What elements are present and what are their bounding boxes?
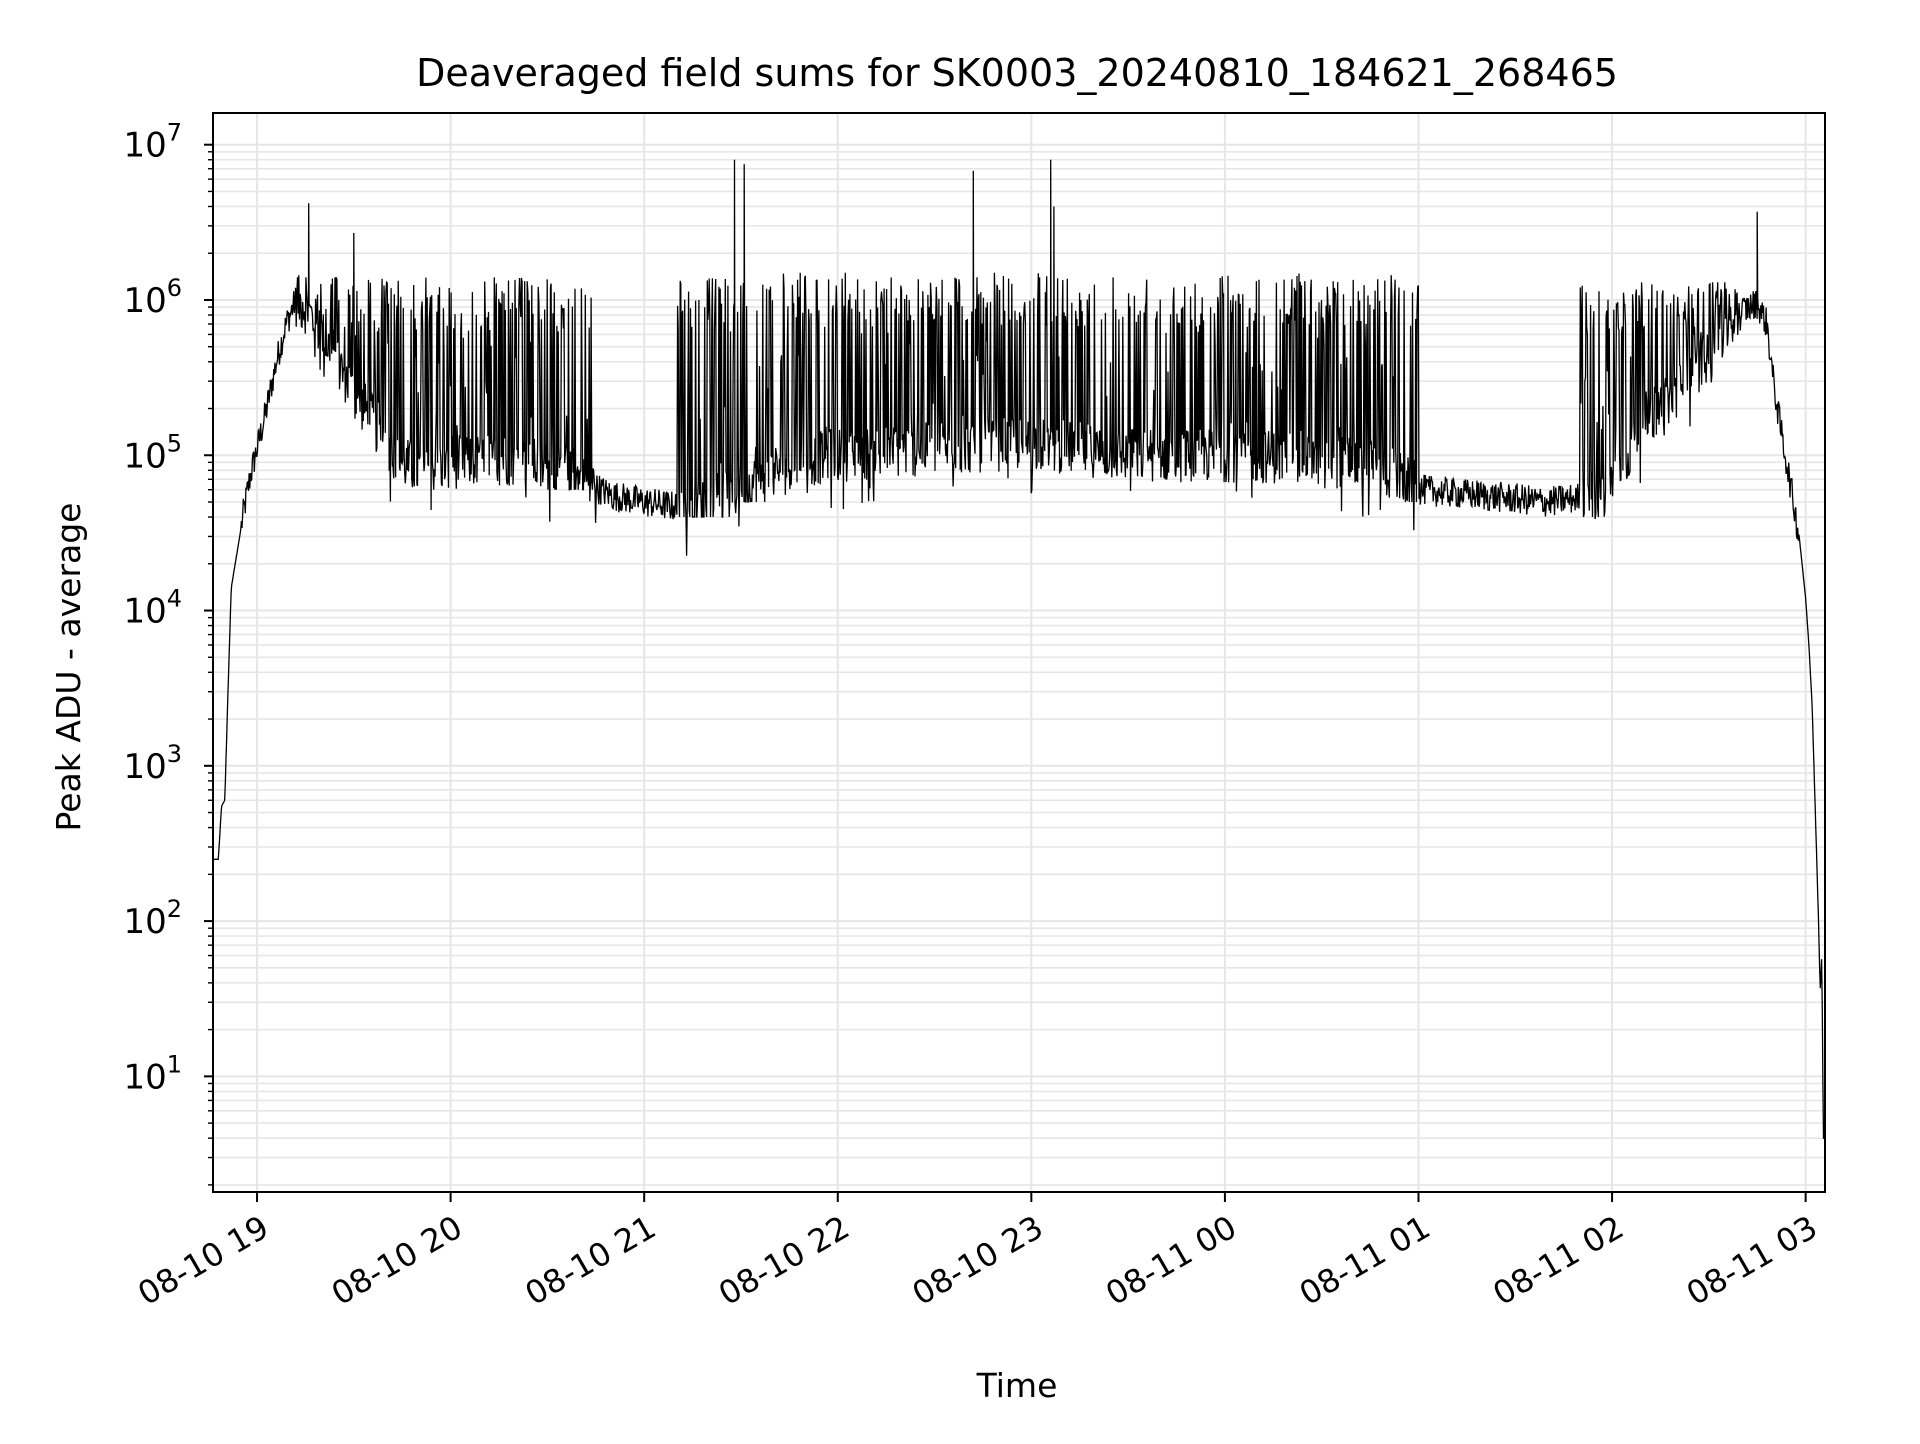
- y-tick-base: 10: [123, 126, 166, 166]
- series-line: [213, 159, 1825, 1139]
- y-tick-label: 105: [123, 429, 182, 476]
- grid-lines: [213, 113, 1825, 1192]
- y-tick-exponent: 7: [167, 119, 182, 147]
- y-tick-label: 106: [123, 274, 182, 321]
- y-tick-exponent: 6: [167, 274, 182, 302]
- plot-frame: [212, 112, 1826, 1193]
- y-tick-base: 10: [123, 747, 166, 787]
- y-tick-exponent: 3: [167, 740, 182, 768]
- y-tick-exponent: 4: [167, 585, 182, 613]
- y-tick-base: 10: [123, 436, 166, 476]
- y-tick-base: 10: [123, 281, 166, 321]
- y-tick-exponent: 5: [167, 429, 182, 457]
- y-tick-label: 103: [123, 740, 182, 787]
- series-layer: [213, 159, 1825, 1139]
- y-tick-label: 107: [123, 119, 182, 166]
- y-tick-exponent: 1: [167, 1050, 182, 1078]
- y-tick-label: 102: [123, 895, 182, 942]
- y-tick-base: 10: [123, 902, 166, 942]
- y-tick-base: 10: [123, 1057, 166, 1097]
- y-tick-label: 101: [123, 1050, 182, 1097]
- y-axis-title: Peak ADU - average: [49, 503, 88, 832]
- y-tick-exponent: 2: [167, 895, 182, 923]
- y-tick-label: 104: [123, 585, 182, 632]
- chart-title: Deaveraged field sums for SK0003_2024081…: [416, 51, 1618, 95]
- axis-ticks: [204, 143, 1807, 1202]
- y-tick-base: 10: [123, 592, 166, 632]
- x-axis-title: Time: [976, 1366, 1058, 1405]
